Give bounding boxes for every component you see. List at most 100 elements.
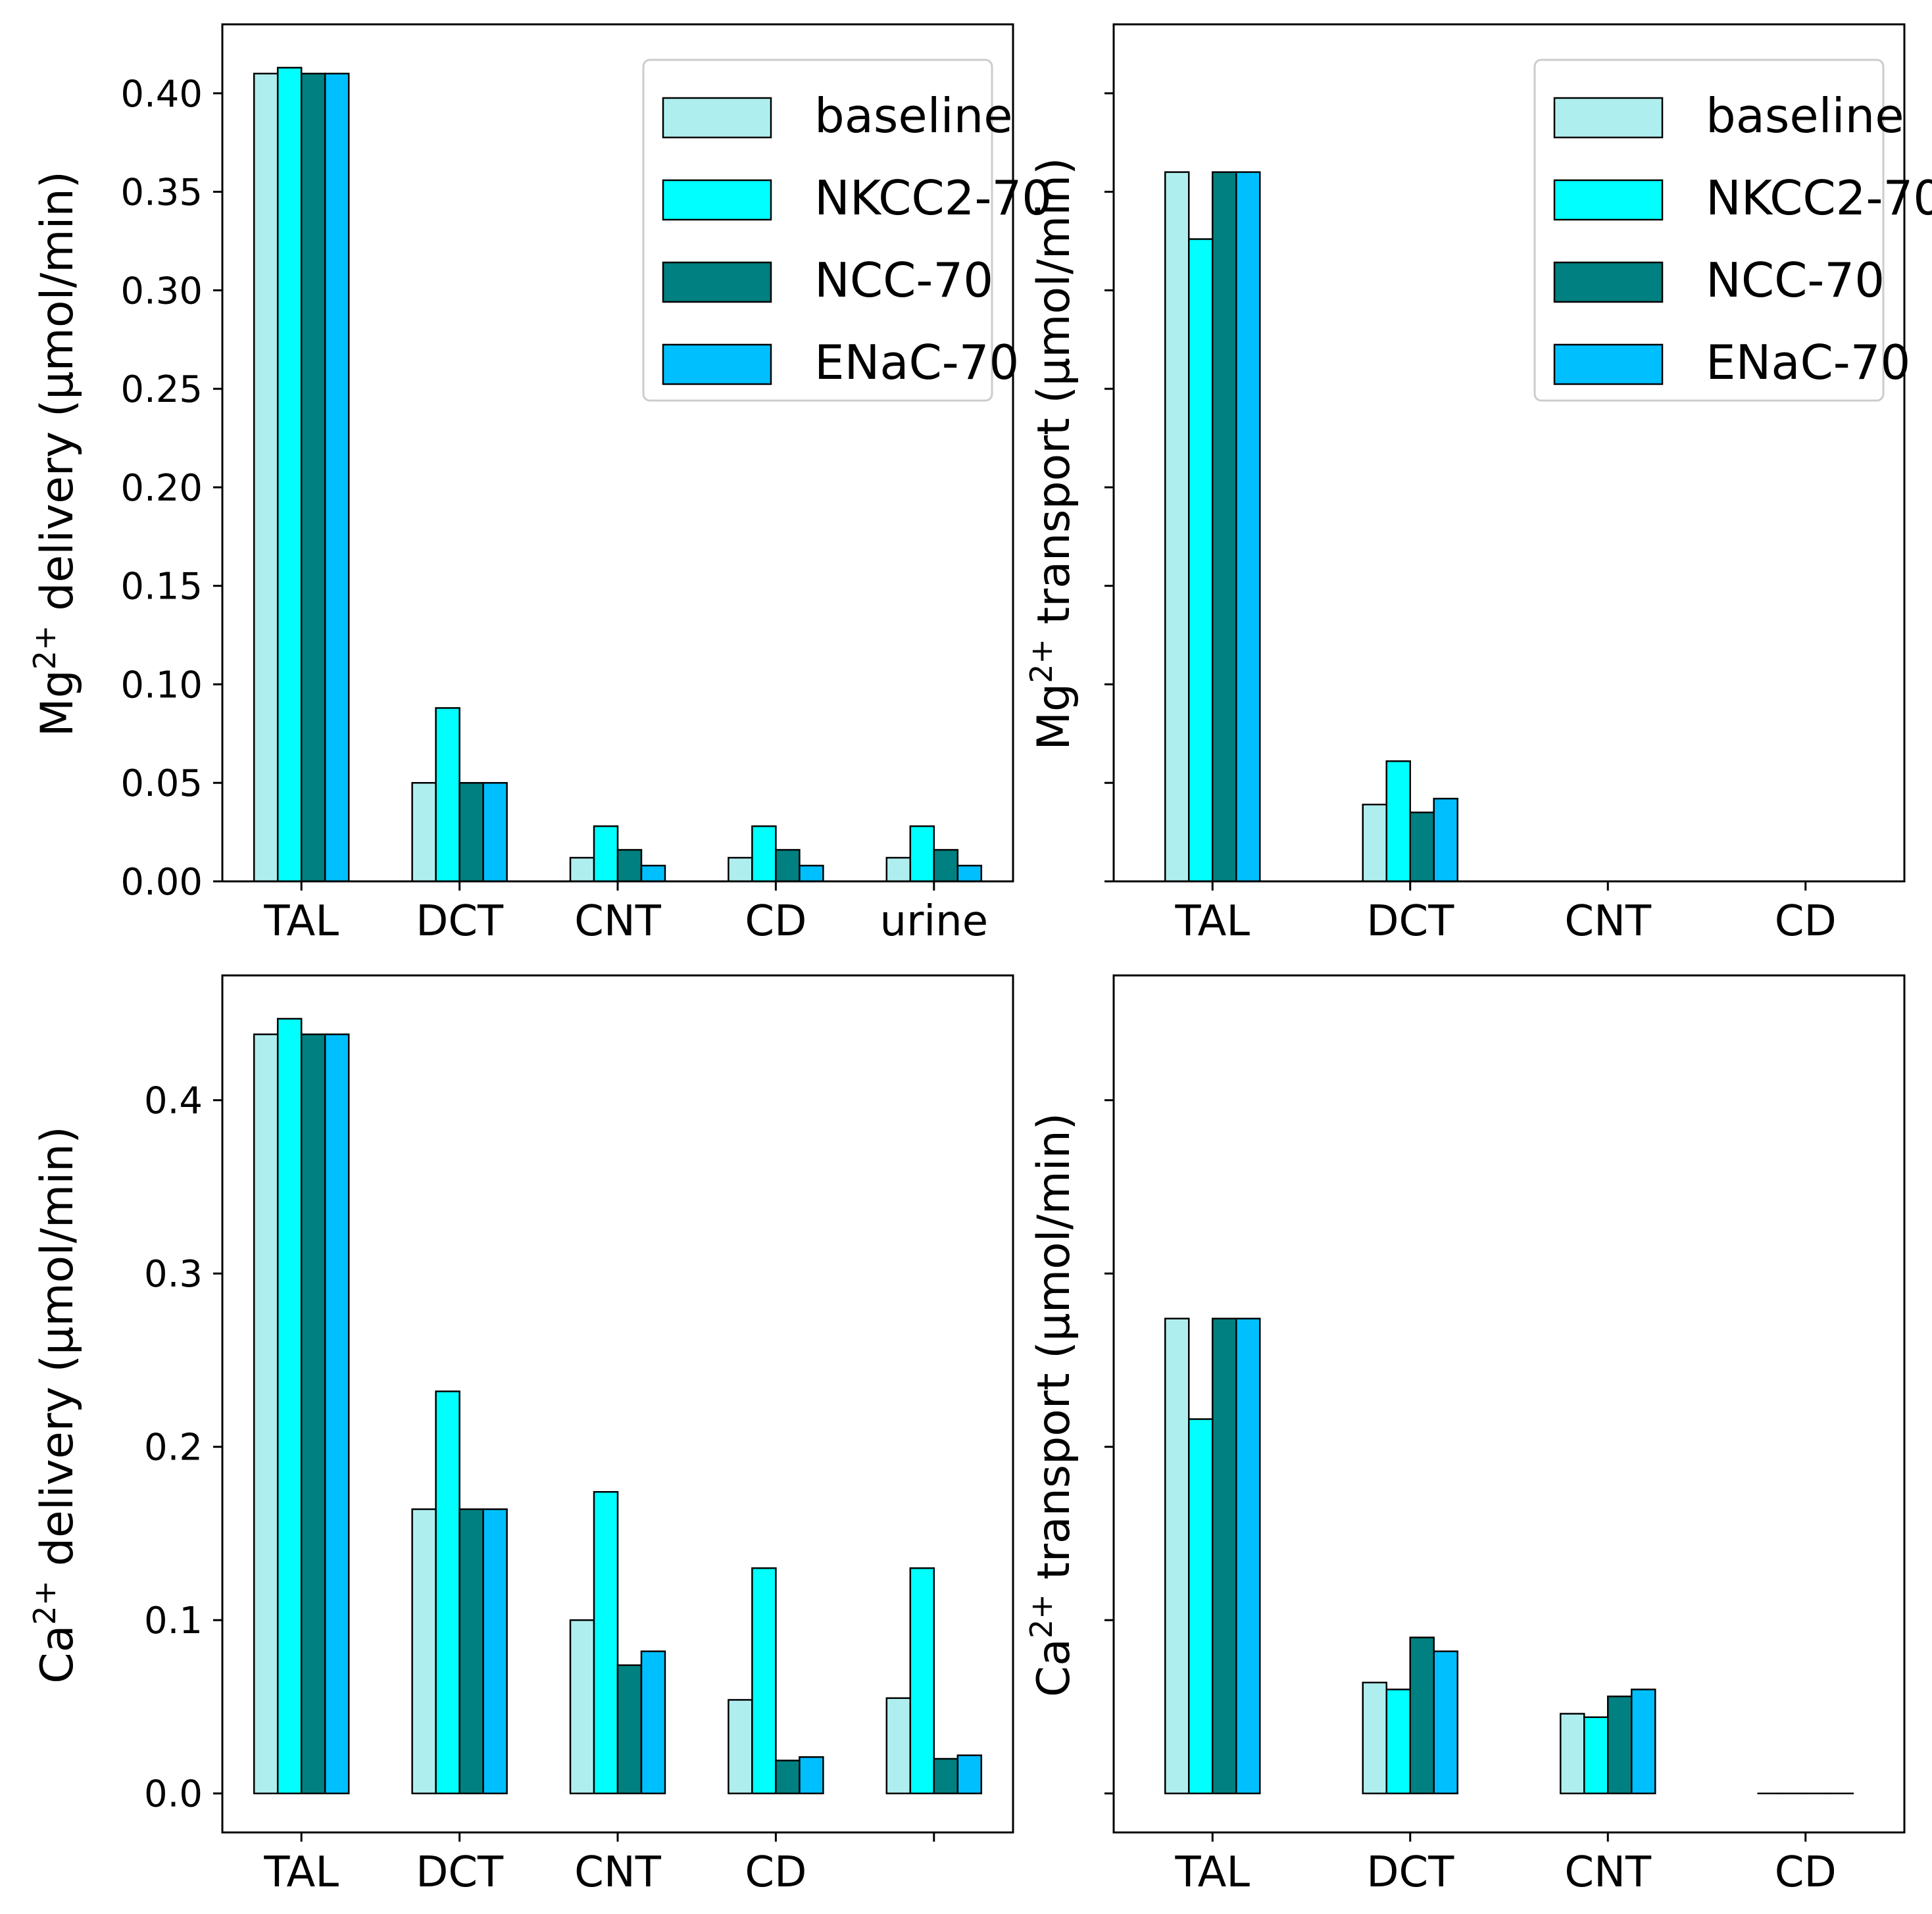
- x-tick-label-dct: DCT: [416, 897, 504, 946]
- legend-swatch-ncc-70: [1553, 261, 1664, 303]
- legend-label-baseline: baseline: [1706, 88, 1904, 143]
- bar-nkcc2-70-dct: [435, 1390, 460, 1794]
- ca-delivery-panel: 0.0 0.1 0.2 0.3 0.4 TAL DCT CNT CD Ca2+ delivery …: [27, 974, 1014, 1897]
- bar-nkcc2-70-dct: [1385, 1688, 1411, 1794]
- x-tick-label-dct: DCT: [1366, 1848, 1454, 1897]
- x-tick-label-tal: TAL: [1174, 897, 1250, 946]
- legend-swatch-ncc-70: [662, 261, 772, 303]
- y-tick-label: 0.10: [120, 664, 203, 706]
- bar-nkcc2-70-cnt: [593, 1490, 619, 1794]
- bar-ncc-70-cd: [775, 848, 801, 883]
- bar-enac-70-tal: [324, 72, 350, 883]
- x-tick-label-urine: urine: [880, 897, 989, 946]
- x-tick-label-dct: DCT: [1366, 897, 1454, 946]
- bar-baseline-dct: [1362, 803, 1387, 883]
- y-tick-label: 0.3: [144, 1253, 203, 1296]
- bar-nkcc2-70-unlabeled: [909, 1567, 935, 1794]
- bar-nkcc2-70-tal: [1188, 1418, 1214, 1794]
- y-axis-label: Ca2+ delivery (μmol/min): [27, 1126, 84, 1683]
- bar-baseline-cnt: [569, 856, 595, 883]
- bar-nkcc2-70-tal: [1188, 238, 1214, 883]
- bar-enac-70-cnt: [640, 1650, 666, 1794]
- bar-enac-70-tal: [324, 1033, 350, 1794]
- bar-enac-70-cd: [799, 1756, 824, 1794]
- bar-nkcc2-70-cnt: [593, 825, 619, 883]
- bar-baseline-urine: [885, 856, 912, 883]
- legend-label-nkcc2-70: NKCC2-70: [1706, 170, 1932, 226]
- bar-nkcc2-70-urine: [909, 825, 935, 883]
- legend-frame: [642, 59, 993, 402]
- bar-ncc-70-dct: [458, 1508, 484, 1794]
- y-tick-label: 0.1: [144, 1600, 203, 1642]
- legend-frame: [1533, 59, 1885, 402]
- y-tick-label: 0.30: [120, 270, 203, 312]
- bar-baseline-tal: [1164, 171, 1190, 883]
- bar-enac-70-cnt: [640, 864, 666, 883]
- axes-frame: [1112, 23, 1906, 883]
- legend-swatch-baseline: [662, 97, 772, 139]
- bar-ncc-70-dct: [458, 781, 484, 883]
- y-tick-label: 0.35: [120, 172, 203, 214]
- legend: baseline NKCC2-70 NCC-70 ENaC-70: [642, 59, 1052, 402]
- bar-enac-70-dct: [1433, 797, 1458, 883]
- x-tick-label-cnt: CNT: [574, 897, 662, 946]
- mg-delivery-panel: 0.00 0.05 0.10 0.15 0.20 0.25 0.30 0.35 0.40 TAL D…: [27, 23, 1052, 946]
- bar-enac-70-dct: [1433, 1650, 1458, 1794]
- y-tick-label: 0.40: [120, 73, 203, 116]
- bar-ncc-70-tal: [1212, 1317, 1237, 1794]
- bar-nkcc2-70-cd: [751, 1567, 777, 1794]
- y-tick-label: 0.2: [144, 1427, 203, 1469]
- bar-nkcc2-70-tal: [276, 66, 303, 883]
- y-axis-label: Mg2+ delivery (μmol/min): [27, 171, 84, 737]
- bar-baseline-cd: [728, 856, 753, 883]
- legend-swatch-enac-70: [1553, 343, 1664, 385]
- bar-baseline-dct: [411, 781, 437, 883]
- x-tick-label-cd: CD: [1775, 897, 1837, 946]
- x-tick-label-cnt: CNT: [574, 1848, 662, 1897]
- bar-ncc-70-cnt: [1607, 1695, 1633, 1794]
- x-tick-label-cd: CD: [745, 897, 806, 946]
- legend-swatch-enac-70: [662, 343, 772, 385]
- bar-baseline-tal: [1164, 1317, 1190, 1794]
- axes-frame: [1112, 974, 1906, 1834]
- bar-ncc-70-unlabeled: [933, 1757, 959, 1794]
- bar-ncc-70-tal: [300, 72, 326, 883]
- bar-baseline-tal: [253, 72, 279, 883]
- bar-enac-70-urine: [956, 864, 983, 883]
- y-tick-label: 0.00: [120, 861, 203, 904]
- y-tick-label: 0.4: [144, 1080, 203, 1123]
- x-tick-label-cd: CD: [1775, 1848, 1837, 1897]
- legend-label-nkcc2-70: NKCC2-70: [814, 170, 1052, 226]
- bar-baseline-dct: [1362, 1681, 1387, 1794]
- legend-label-ncc-70: NCC-70: [1706, 253, 1885, 308]
- y-tick-label: 0.0: [144, 1773, 203, 1816]
- y-tick-label: 0.05: [120, 762, 203, 805]
- legend: baseline NKCC2-70 NCC-70 ENaC-70: [1533, 59, 1932, 402]
- x-tick-label-cnt: CNT: [1564, 897, 1652, 946]
- ca-transport-panel: TAL DCT CNT CD Ca2+ transport (μmol/min): [1024, 974, 1906, 1897]
- y-axis-label: Ca2+ transport (μmol/min): [1024, 1113, 1080, 1698]
- y-tick-label: 0.20: [120, 467, 203, 510]
- bar-ncc-70-tal: [1212, 171, 1237, 883]
- bar-enac-70-tal: [1235, 171, 1261, 883]
- bar-enac-70-cd: [799, 864, 824, 883]
- y-tick-label: 0.25: [120, 368, 203, 411]
- legend-swatch-nkcc2-70: [662, 179, 772, 221]
- mg-transport-panel: TAL DCT CNT CD Mg2+ transport (μmol/min) base…: [1024, 23, 1932, 946]
- legend-label-ncc-70: NCC-70: [814, 253, 993, 308]
- bar-ncc-70-dct: [1409, 811, 1435, 883]
- bar-nkcc2-70-dct: [1385, 760, 1411, 883]
- legend-label-baseline: baseline: [814, 88, 1013, 143]
- bar-ncc-70-tal: [300, 1033, 326, 1794]
- x-tick-label-tal: TAL: [263, 1848, 339, 1897]
- legend-label-enac-70: ENaC-70: [814, 335, 1019, 390]
- bar-enac-70-dct: [482, 1508, 508, 1794]
- bar-ncc-70-cnt: [616, 848, 643, 883]
- legend-swatch-nkcc2-70: [1553, 179, 1664, 221]
- legend-swatch-baseline: [1553, 97, 1664, 139]
- x-tick-label-tal: TAL: [1174, 1848, 1250, 1897]
- bar-baseline-unlabeled: [885, 1697, 912, 1794]
- bar-enac-70-unlabeled: [956, 1754, 983, 1794]
- x-tick-label-cd: CD: [745, 1848, 806, 1897]
